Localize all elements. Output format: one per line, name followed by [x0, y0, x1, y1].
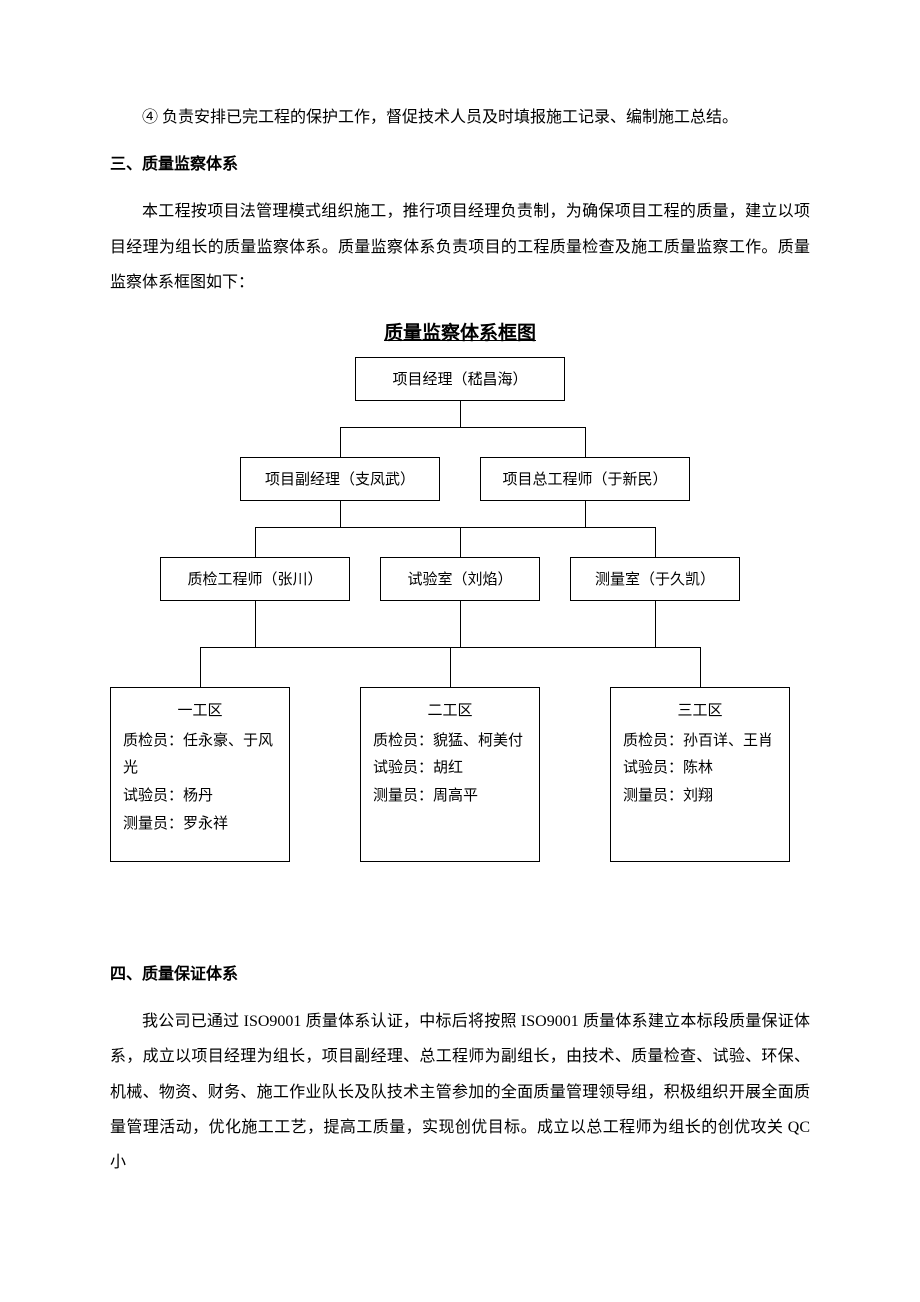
org-node-label: 质检工程师（张川）	[187, 568, 322, 589]
connector-line	[255, 527, 656, 528]
org-node-label: 项目总工程师（于新民）	[502, 468, 667, 489]
connector-line	[340, 501, 341, 527]
connector-line	[255, 601, 256, 647]
connector-line	[460, 401, 461, 427]
diagram-title: 质量监察体系框图	[110, 318, 810, 345]
org-zone-line: 试验员：陈林	[623, 755, 777, 783]
org-zone-1: 一工区质检员：任永豪、于风光试验员：杨丹测量员：罗永祥	[110, 687, 290, 862]
org-node-l2a: 项目副经理（支凤武）	[240, 457, 440, 501]
connector-line	[700, 647, 701, 687]
connector-line	[450, 647, 451, 687]
org-node-l2b: 项目总工程师（于新民）	[480, 457, 690, 501]
paragraph-section-3: 本工程按项目法管理模式组织施工，推行项目经理负责制，为确保项目工程的质量，建立以…	[110, 194, 810, 300]
connector-line	[585, 427, 586, 457]
org-zone-line: 测量员：罗永祥	[123, 811, 277, 839]
paragraph-section-4: 我公司已通过 ISO9001 质量体系认证，中标后将按照 ISO9001 质量体…	[110, 1004, 810, 1180]
org-zone-2: 二工区质检员：貌猛、柯美付试验员：胡红测量员：周高平	[360, 687, 540, 862]
paragraph-4: ④ 负责安排已完工程的保护工作，督促技术人员及时填报施工记录、编制施工总结。	[110, 100, 810, 135]
heading-section-4: 四、质量保证体系	[110, 957, 810, 992]
org-node-label: 试验室（刘焰）	[407, 568, 512, 589]
connector-line	[460, 527, 461, 557]
org-chart: 项目经理（嵇昌海） 项目副经理（支凤武） 项目总工程师（于新民） 质检工程师（张川） 试…	[110, 357, 810, 927]
connector-line	[655, 527, 656, 557]
org-node-l3b: 试验室（刘焰）	[380, 557, 540, 601]
org-zone-title: 一工区	[123, 698, 277, 726]
connector-line	[655, 601, 656, 647]
heading-section-3: 三、质量监察体系	[110, 147, 810, 182]
org-zone-line: 测量员：刘翔	[623, 783, 777, 811]
org-zone-line: 质检员：孙百详、王肖	[623, 728, 777, 756]
org-node-l3c: 测量室（于久凯）	[570, 557, 740, 601]
org-zone-line: 试验员：杨丹	[123, 783, 277, 811]
connector-line	[340, 427, 341, 457]
org-zone-title: 二工区	[373, 698, 527, 726]
org-node-label: 项目经理（嵇昌海）	[392, 368, 527, 389]
org-zone-line: 测量员：周高平	[373, 783, 527, 811]
org-node-label: 测量室（于久凯）	[595, 568, 715, 589]
org-zone-line: 质检员：任永豪、于风光	[123, 728, 277, 784]
connector-line	[585, 501, 586, 527]
connector-line	[255, 527, 256, 557]
connector-line	[340, 427, 585, 428]
org-zone-line: 试验员：胡红	[373, 755, 527, 783]
connector-line	[200, 647, 201, 687]
connector-line	[460, 601, 461, 647]
org-node-l3a: 质检工程师（张川）	[160, 557, 350, 601]
org-zone-line: 质检员：貌猛、柯美付	[373, 728, 527, 756]
org-zone-3: 三工区质检员：孙百详、王肖试验员：陈林测量员：刘翔	[610, 687, 790, 862]
org-node-root: 项目经理（嵇昌海）	[355, 357, 565, 401]
org-node-label: 项目副经理（支凤武）	[265, 468, 415, 489]
org-zone-title: 三工区	[623, 698, 777, 726]
